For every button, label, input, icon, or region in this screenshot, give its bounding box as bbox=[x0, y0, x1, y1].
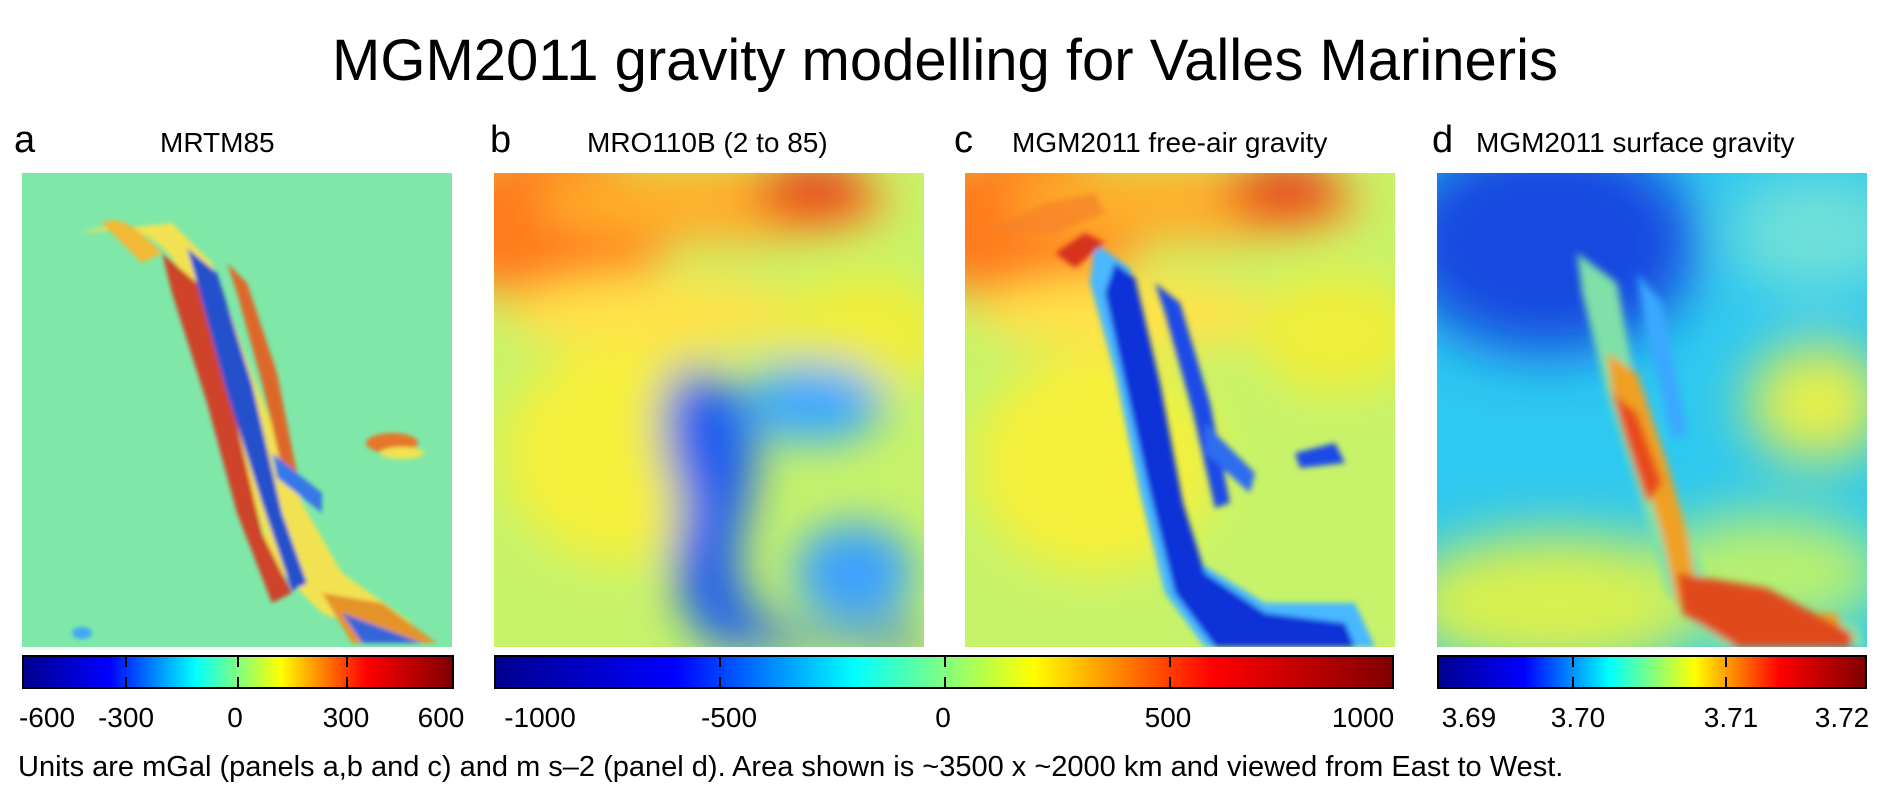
colorbar-a-tick bbox=[346, 657, 348, 667]
panel-b-letter: b bbox=[490, 119, 512, 161]
colorbar-bc-label: 0 bbox=[935, 702, 951, 733]
footer-note: Units are mGal (panels a,b and c) and m … bbox=[18, 751, 1564, 783]
panel-a-letter: a bbox=[14, 119, 36, 161]
colorbar-a-label: -300 bbox=[97, 702, 155, 733]
colorbar-d-label: 3.69 bbox=[1441, 702, 1497, 733]
colorbar-d-label: 3.72 bbox=[1814, 702, 1870, 733]
panel-a-title: MRTM85 bbox=[160, 127, 275, 158]
panel-b-title: MRO110B (2 to 85) bbox=[587, 127, 828, 158]
colorbar-d bbox=[1437, 655, 1867, 689]
figure-title: MGM2011 gravity modelling for Valles Mar… bbox=[332, 28, 1558, 93]
colorbar-d-label: 3.71 bbox=[1703, 702, 1759, 733]
colorbar-a-label: 300 bbox=[322, 702, 370, 733]
colorbar-d-label: 3.70 bbox=[1550, 702, 1606, 733]
colorbar-a-label: 0 bbox=[227, 702, 243, 733]
colorbar-a bbox=[22, 655, 454, 689]
panel-d-map bbox=[1437, 173, 1867, 647]
panel-c-map bbox=[965, 173, 1395, 647]
colorbar-a-tick bbox=[237, 657, 239, 667]
colorbar-bc bbox=[494, 655, 1394, 689]
colorbar-a-label: 600 bbox=[417, 702, 465, 733]
panel-d-title: MGM2011 surface gravity bbox=[1476, 127, 1795, 158]
colorbar-bc-label: -500 bbox=[700, 702, 758, 733]
panel-a-map bbox=[22, 173, 452, 647]
colorbar-a-tick bbox=[125, 657, 127, 667]
panel-c-letter: c bbox=[954, 119, 973, 161]
panel-d-letter: d bbox=[1432, 119, 1454, 161]
colorbar-a-label: -600 bbox=[18, 702, 76, 733]
panel-c-title: MGM2011 free-air gravity bbox=[1012, 127, 1328, 158]
colorbar-bc-label: 500 bbox=[1144, 702, 1192, 733]
panel-b-map bbox=[494, 173, 924, 647]
colorbar-bc-label: 1000 bbox=[1331, 702, 1395, 733]
colorbar-bc-label: -1000 bbox=[504, 702, 576, 733]
